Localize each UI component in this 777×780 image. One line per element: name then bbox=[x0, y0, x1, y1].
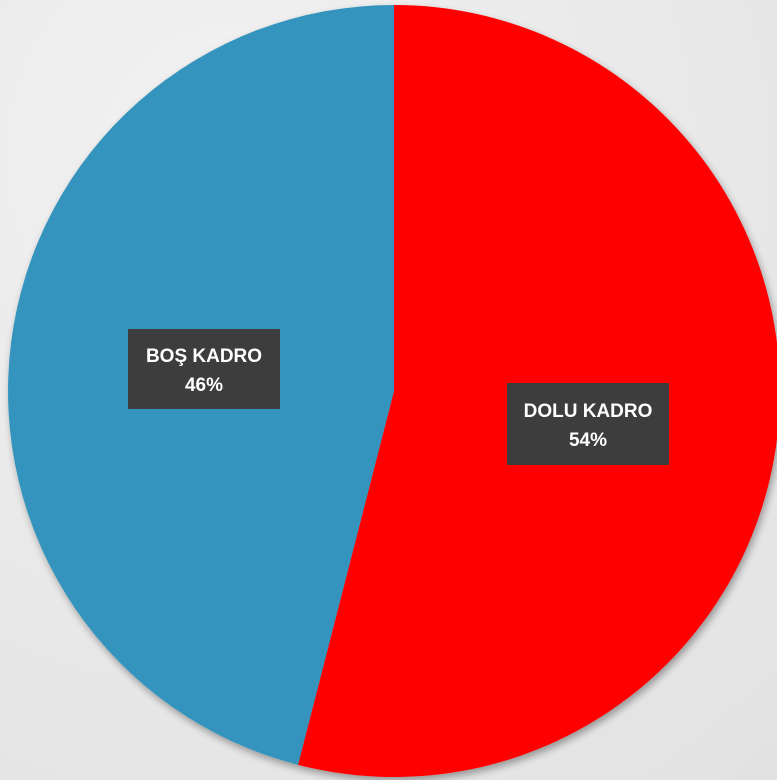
data-label-bos-kadro-percent: 46% bbox=[185, 375, 223, 396]
data-label-dolu-kadro-category: DOLU KADRO bbox=[524, 401, 653, 422]
data-label-bos-kadro: BOŞ KADRO 46% bbox=[128, 329, 280, 409]
data-label-dolu-kadro: DOLU KADRO 54% bbox=[507, 383, 669, 465]
data-label-dolu-kadro-percent: 54% bbox=[569, 430, 607, 451]
data-label-bos-kadro-category: BOŞ KADRO bbox=[146, 346, 262, 367]
